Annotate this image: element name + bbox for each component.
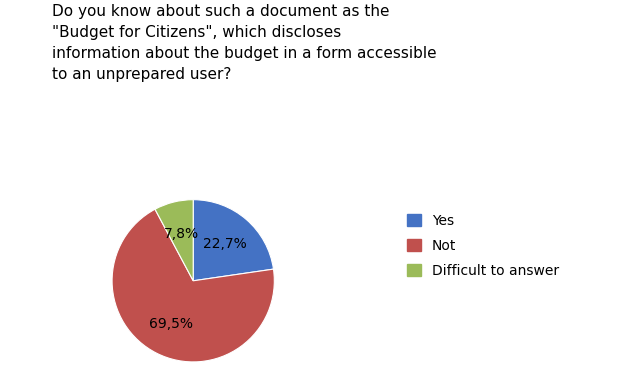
Text: 22,7%: 22,7% [203,237,247,251]
Wedge shape [155,200,193,281]
Text: Do you know about such a document as the
"Budget for Citizens", which discloses
: Do you know about such a document as the… [52,4,436,82]
Wedge shape [193,200,274,281]
Text: 7,8%: 7,8% [164,227,199,241]
Text: 69,5%: 69,5% [149,317,193,331]
Legend: Yes, Not, Difficult to answer: Yes, Not, Difficult to answer [400,207,566,285]
Wedge shape [112,209,274,362]
